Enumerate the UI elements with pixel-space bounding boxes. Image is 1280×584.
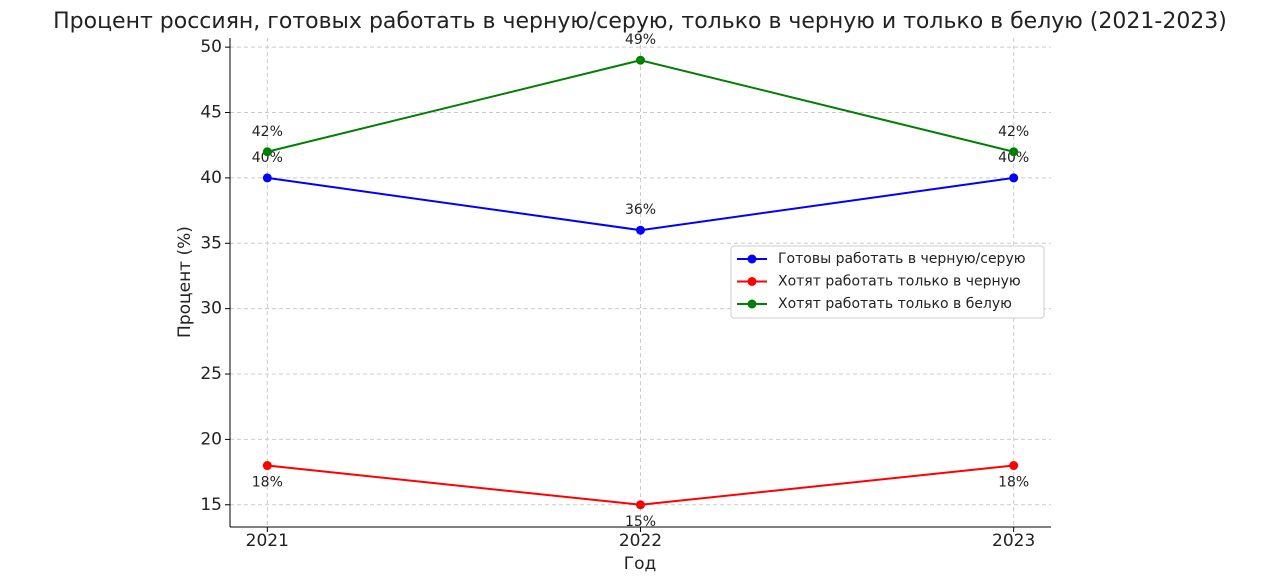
y-tick-label: 40 [200,168,222,188]
y-axis-label: Процент (%) [175,226,195,338]
point [262,461,272,471]
legend-marker [747,254,757,264]
legend-label: Готовы работать в черную/серую [778,251,1026,267]
series-line [267,464,1014,506]
point [636,225,645,235]
chart-title: Процент россиян, готовых работать в черн… [53,9,1227,34]
point [636,500,645,510]
y-tick-label: 50 [200,37,222,57]
y-tick-label: 15 [200,495,222,515]
point [262,147,272,157]
legend: Готовы работать в черную/серую Хотят рабо… [730,245,1045,319]
y-tick-label: 20 [200,429,222,449]
data-label: 15% [625,514,656,530]
point [1009,461,1019,471]
y-tick-label: 30 [200,299,222,319]
legend-label: Хотят работать только в черную [778,274,1021,290]
x-tick-label: 2021 [246,531,289,551]
x-axis-label: Год [624,554,657,574]
point [262,173,272,183]
y-tick-label: 25 [200,364,222,384]
point [1009,173,1019,183]
x-tick-label: 2022 [619,531,662,551]
point [636,55,645,65]
data-label: 18% [252,475,283,491]
legend-label: Хотят работать только в белую [778,296,1012,312]
data-label: 42% [252,124,283,140]
y-tick-label: 35 [200,233,222,253]
legend-marker [747,277,757,286]
data-label: 18% [998,475,1029,491]
point [1009,147,1019,157]
data-label: 40% [998,150,1029,166]
legend-box [730,245,1045,319]
data-label: 42% [998,124,1029,140]
legend-marker [747,299,757,309]
x-tick-label: 2023 [992,531,1035,551]
data-label: 49% [625,32,656,48]
y-tick-label: 45 [200,103,222,123]
data-label: 40% [252,150,283,166]
data-label: 36% [625,202,656,218]
